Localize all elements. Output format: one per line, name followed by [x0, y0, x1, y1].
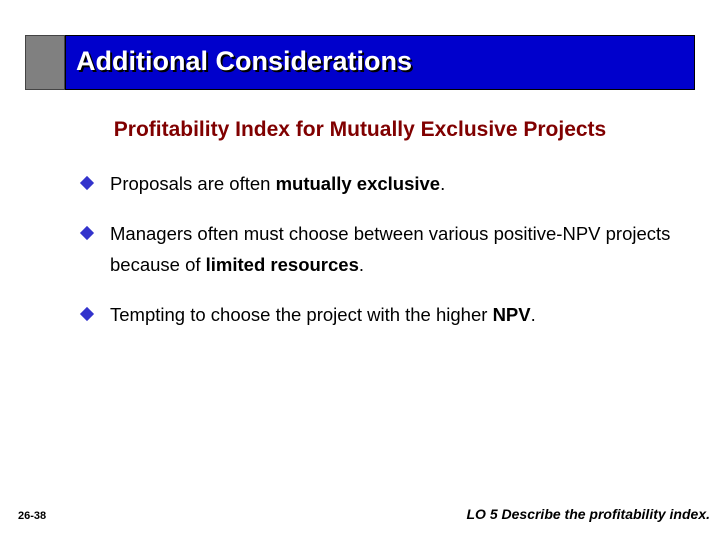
text: Tempting to choose the project with the …: [110, 304, 493, 325]
bullet: Tempting to choose the project with the …: [79, 299, 680, 330]
bullet-marker: [79, 306, 95, 322]
bullet: Managers often must choose between vario…: [79, 218, 680, 280]
bold-text: limited resources: [205, 254, 359, 275]
bold-text: NPV: [492, 304, 531, 325]
bullet: Proposals are often mutually exclusive.: [79, 168, 680, 199]
text: .: [440, 173, 446, 194]
text: .: [358, 254, 364, 275]
bold-text: mutually exclusive: [275, 173, 441, 194]
text: Proposals are often: [110, 173, 276, 194]
text: Managers often must choose between vario…: [110, 223, 671, 275]
bullet-marker: [79, 175, 95, 191]
subtitle: Profitability Index for Mutually Exclusi…: [113, 118, 607, 141]
page-number: 26-38: [18, 510, 47, 522]
slide-title: Additional Considerations: [76, 46, 413, 76]
learning-objective: LO 5 Describe the profitability index.: [466, 506, 711, 522]
bullet-list: Proposals are often mutually exclusive. M…: [79, 168, 680, 349]
header-bar: Additional Considerations: [65, 35, 695, 90]
bullet-marker: [79, 225, 95, 241]
header-square: [25, 35, 65, 90]
text: .: [530, 304, 536, 325]
